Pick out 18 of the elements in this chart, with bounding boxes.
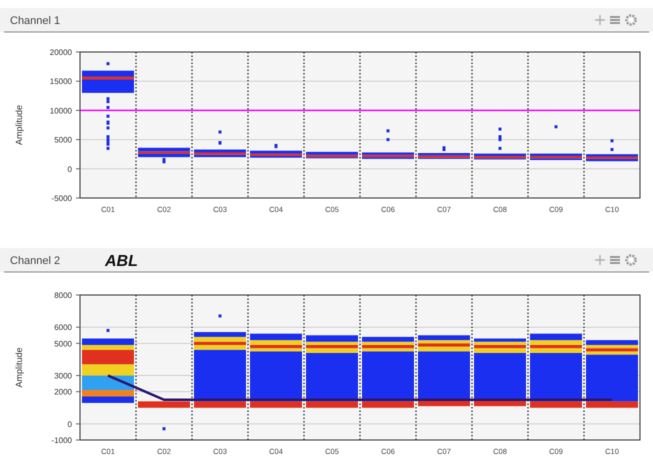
y-tick-label: 5000 [54,339,73,348]
y-tick-label: 20000 [50,48,73,57]
y-tick-label: 5000 [54,136,73,145]
y-tick-label: 2000 [54,388,73,397]
chart-subtitle: ABL [104,253,138,270]
y-tick-label: 8000 [54,291,73,300]
chart-title: Channel 2 [10,255,60,267]
y-tick-label: 15000 [50,77,73,86]
y-axis-title: Amplitude [14,104,24,146]
y-tick-label: 10000 [50,106,73,116]
chart-title: Channel 1 [10,15,60,27]
y-axis-title: Amplitude [14,347,24,388]
y-tick-label: 0 [68,164,73,174]
y-tick-label: -1000 [52,436,73,445]
y-tick-label: 6000 [54,323,73,332]
y-tick-label: 3000 [54,372,73,381]
y-tick-label: 0 [68,420,73,429]
y-tick-label: -5000 [52,194,73,203]
